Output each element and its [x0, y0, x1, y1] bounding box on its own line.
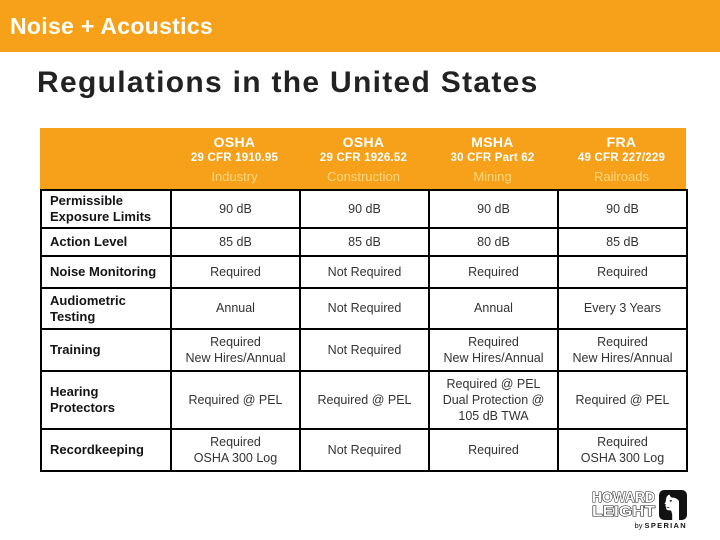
row-label: Hearing Protectors: [40, 370, 172, 430]
cell: Required OSHA 300 Log: [557, 428, 688, 472]
table-row-permissible-exposure-limits: Permissible Exposure Limits 90 dB 90 dB …: [40, 189, 688, 229]
cell: 90 dB: [428, 189, 559, 229]
page-title: Regulations in the United States: [37, 66, 539, 99]
row-label: Permissible Exposure Limits: [40, 189, 172, 229]
agency-name: FRA: [606, 134, 637, 150]
top-banner: Noise + Acoustics: [0, 0, 720, 52]
table-body: Permissible Exposure Limits 90 dB 90 dB …: [40, 189, 688, 472]
cell: Required @ PEL: [299, 370, 430, 430]
face-profile-icon: [659, 490, 687, 520]
column-header-osha-construction: OSHA 29 CFR 1926.52 Construction: [299, 128, 428, 189]
cell: 90 dB: [170, 189, 301, 229]
cell: Annual: [170, 287, 301, 330]
cell: 90 dB: [557, 189, 688, 229]
cell: Required @ PEL: [170, 370, 301, 430]
cfr-reference: 29 CFR 1910.95: [190, 152, 279, 164]
table-row-recordkeeping: Recordkeeping Required OSHA 300 Log Not …: [40, 428, 688, 472]
cell: Required: [170, 255, 301, 289]
table-header: OSHA 29 CFR 1910.95 Industry OSHA 29 CFR…: [40, 128, 686, 189]
cell: Required New Hires/Annual: [428, 328, 559, 372]
cfr-reference: 30 CFR Part 62: [450, 152, 535, 164]
logo-word-leight: LEIGHT: [592, 503, 655, 518]
cell: Annual: [428, 287, 559, 330]
table-row-noise-monitoring: Noise Monitoring Required Not Required R…: [40, 255, 688, 289]
cell: Not Required: [299, 255, 430, 289]
cell: Required @ PEL: [557, 370, 688, 430]
cell: Required OSHA 300 Log: [170, 428, 301, 472]
table-row-action-level: Action Level 85 dB 85 dB 80 dB 85 dB: [40, 227, 688, 257]
cell: Every 3 Years: [557, 287, 688, 330]
cfr-reference: 49 CFR 227/229: [577, 152, 666, 164]
logo-byline: by SPERIAN: [592, 521, 688, 530]
cell: Not Required: [299, 287, 430, 330]
cell: 85 dB: [557, 227, 688, 257]
table-row-training: Training Required New Hires/Annual Not R…: [40, 328, 688, 372]
table-row-hearing-protectors: Hearing Protectors Required @ PEL Requir…: [40, 370, 688, 430]
row-label: Action Level: [40, 227, 172, 257]
cell: Required: [428, 255, 559, 289]
cell: Required: [557, 255, 688, 289]
howard-leight-logo: HOWARD LEIGHT by SPERIAN: [592, 490, 688, 530]
column-header-osha-industry: OSHA 29 CFR 1910.95 Industry: [170, 128, 299, 189]
agency-name: MSHA: [471, 134, 514, 150]
cell: Required @ PEL Dual Protection @ 105 dB …: [428, 370, 559, 430]
cell: 90 dB: [299, 189, 430, 229]
byline-by: by: [634, 521, 643, 530]
cfr-reference: 29 CFR 1926.52: [319, 152, 408, 164]
table-row-audiometric-testing: Audiometric Testing Annual Not Required …: [40, 287, 688, 330]
cell: 85 dB: [170, 227, 301, 257]
table-header-corner: [40, 128, 170, 189]
agency-name: OSHA: [342, 134, 385, 150]
kicker-text: Noise + Acoustics: [10, 13, 214, 39]
logo-word-howard: HOWARD: [592, 490, 655, 506]
logo-lockup: HOWARD LEIGHT: [592, 490, 688, 520]
logo-wordmark: HOWARD LEIGHT: [592, 490, 656, 518]
cell: 85 dB: [299, 227, 430, 257]
regulations-table: OSHA 29 CFR 1910.95 Industry OSHA 29 CFR…: [40, 128, 688, 472]
row-label: Noise Monitoring: [40, 255, 172, 289]
column-header-fra-railroads: FRA 49 CFR 227/229 Railroads: [557, 128, 686, 189]
byline-brand: SPERIAN: [644, 521, 687, 530]
cell: Not Required: [299, 328, 430, 372]
column-header-msha-mining: MSHA 30 CFR Part 62 Mining: [428, 128, 557, 189]
cell: Required New Hires/Annual: [170, 328, 301, 372]
sector-name: Industry: [211, 169, 258, 184]
row-label: Recordkeeping: [40, 428, 172, 472]
cell: Required New Hires/Annual: [557, 328, 688, 372]
cell: Required: [428, 428, 559, 472]
sector-name: Construction: [327, 169, 400, 184]
sector-name: Mining: [473, 169, 512, 184]
cell: 80 dB: [428, 227, 559, 257]
sector-name: Railroads: [594, 169, 649, 184]
agency-name: OSHA: [213, 134, 256, 150]
row-label: Training: [40, 328, 172, 372]
cell: Not Required: [299, 428, 430, 472]
row-label: Audiometric Testing: [40, 287, 172, 330]
